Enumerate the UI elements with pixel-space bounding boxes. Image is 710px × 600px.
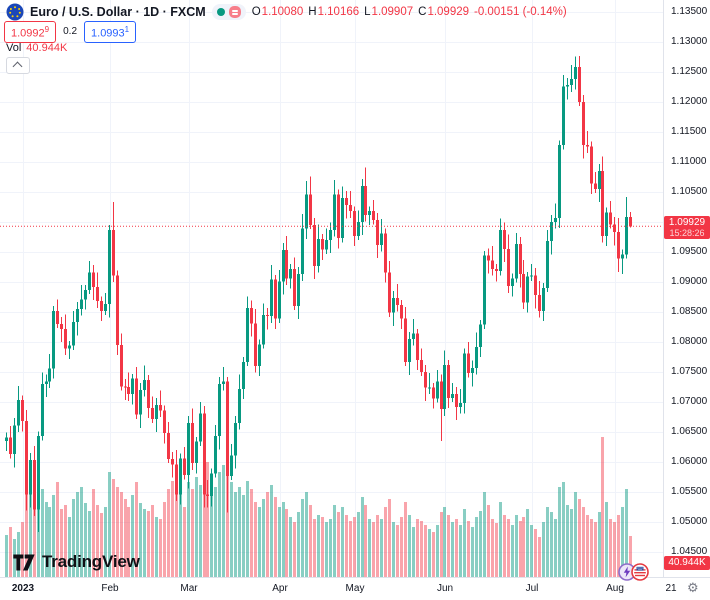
price-axis-label: 1.06500 (671, 426, 708, 437)
price-axis-label: 1.13000 (671, 36, 708, 47)
price-axis-label: 1.05000 (671, 516, 708, 527)
axis-settings-gear-icon[interactable]: ⚙ (687, 581, 699, 596)
market-open-dot-icon (216, 8, 225, 16)
close-label: C (418, 6, 427, 18)
chevron-up-icon (12, 61, 23, 72)
us-flag-event-icon[interactable] (631, 563, 649, 581)
time-axis-label: 2023 (11, 583, 35, 594)
price-axis[interactable]: 1.13500 1.13000 1.12500 1.12000 1.11500 1.110… (663, 0, 710, 577)
price-axis-label: 1.08000 (671, 336, 708, 347)
time-axis-label: Apr (272, 583, 288, 594)
chart-legend: Euro / U.S. Dollar · 1D · FXCM O 1.10080 … (6, 3, 567, 21)
price-axis-label: 1.09500 (671, 246, 708, 257)
symbol-title[interactable]: Euro / U.S. Dollar · 1D · FXCM (30, 5, 206, 19)
price-axis-label: 1.07000 (671, 396, 708, 407)
volume-label: Vol (6, 42, 22, 54)
current-price-flag: 1.09929 15:28:26 (664, 216, 710, 239)
ohlc-readout: O 1.10080 H 1.10166 L 1.09907 C 1.09929 -0.0… (252, 6, 567, 18)
volume-value: 40.944K (26, 42, 68, 54)
high-label: H (308, 6, 317, 18)
economic-event-icons (618, 563, 658, 581)
time-axis-label: Feb (101, 583, 119, 594)
price-axis-label: 1.07500 (671, 366, 708, 377)
candlestick-chart[interactable] (0, 0, 663, 577)
high-value: 1.10166 (317, 6, 360, 18)
price-axis-label: 1.12500 (671, 66, 708, 77)
bid-price-pip: 9 (44, 25, 50, 34)
buy-ask-button[interactable]: 1.09931 (84, 21, 137, 43)
ask-price: 1.0993 (91, 27, 125, 40)
price-axis-label: 1.11500 (671, 126, 707, 137)
price-axis-label: 1.04500 (671, 546, 708, 557)
delayed-data-icon (228, 6, 241, 18)
price-axis-label: 1.09000 (671, 276, 708, 287)
price-axis-label: 1.12000 (671, 96, 708, 107)
time-axis-label: Jun (436, 583, 454, 594)
time-axis-label: May (345, 583, 365, 594)
low-label: L (364, 6, 371, 18)
change-value: -0.00151 (-0.14%) (474, 6, 567, 18)
price-axis-label: 1.13500 (671, 6, 708, 17)
sell-bid-button[interactable]: 1.09929 (4, 21, 57, 43)
ask-price-pip: 1 (124, 25, 130, 34)
price-axis-label: 1.11000 (671, 156, 707, 167)
eu-flag-icon (6, 3, 24, 21)
bid-ask-row: 1.09929 0.2 1.09931 (4, 21, 137, 43)
tradingview-logo-text: TradingView (42, 552, 140, 571)
tradingview-logo[interactable]: TradingView (12, 552, 140, 572)
bid-price: 1.0992 (11, 27, 45, 40)
price-axis-label: 1.08500 (671, 306, 708, 317)
price-axis-label: 1.10500 (671, 186, 708, 197)
open-value: 1.10080 (261, 6, 304, 18)
current-price-value: 1.09929 (668, 217, 706, 228)
market-status-pill[interactable] (211, 4, 246, 20)
time-axis-label: 21 (665, 583, 677, 594)
volume-legend: Vol 40.944K (6, 42, 67, 54)
time-axis[interactable]: ⚙ 2023 Feb Mar Apr May Jun Jul Aug 21 (0, 577, 710, 600)
price-axis-label: 1.06000 (671, 456, 708, 467)
legend-collapse-button[interactable] (6, 57, 30, 74)
tradingview-logo-icon (13, 554, 35, 570)
open-label: O (251, 6, 261, 18)
close-value: 1.09929 (427, 6, 470, 18)
time-axis-label: Jul (525, 583, 539, 594)
spread-value: 0.2 (63, 26, 78, 38)
time-axis-label: Mar (180, 583, 198, 594)
time-axis-label: Aug (606, 583, 624, 594)
price-axis-label: 1.05500 (671, 486, 708, 497)
current-volume-flag: 40.944K (664, 556, 710, 570)
low-value: 1.09907 (371, 6, 414, 18)
bar-close-countdown: 15:28:26 (669, 228, 705, 238)
